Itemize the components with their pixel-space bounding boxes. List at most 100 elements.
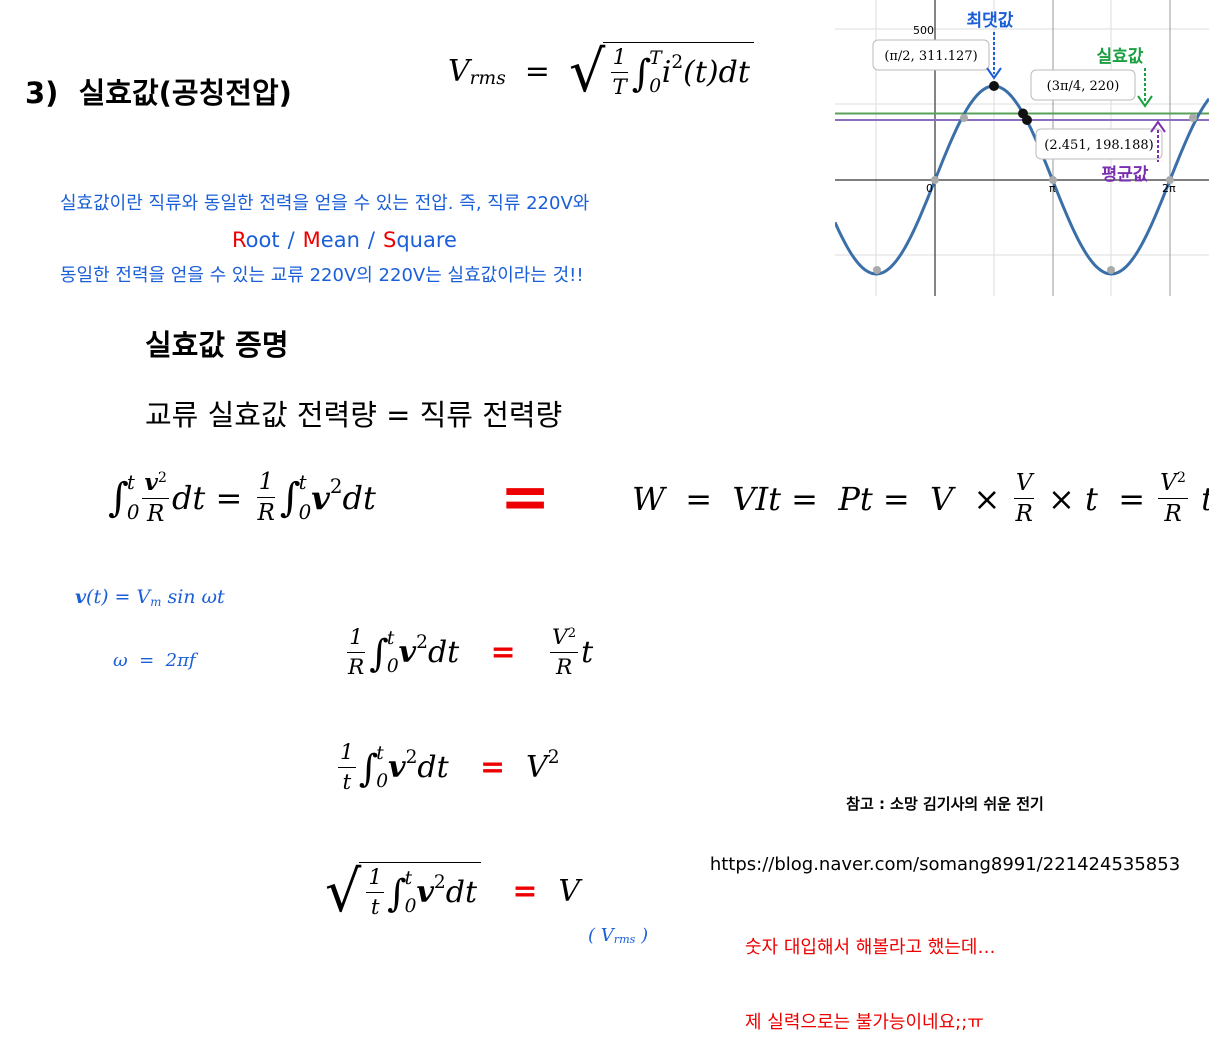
math-text: R: [257, 500, 275, 527]
math-text: 1: [349, 625, 363, 651]
superscript: 2: [671, 52, 684, 74]
math-text: × t =: [1037, 479, 1156, 518]
denominator: t: [369, 893, 382, 920]
math-text: t: [581, 635, 594, 671]
note-line: 숫자 대입해서 해볼라고 했는데…: [745, 937, 996, 958]
integral: ∫ t 0: [359, 740, 388, 796]
description-line: 실효값이란 직류와 동일한 전력을 얻을 수 있는 전압. 즉, 직류 220V…: [60, 193, 590, 214]
math-text: V: [526, 750, 548, 786]
math-text: T: [612, 75, 627, 101]
lower-limit: 0: [376, 770, 389, 792]
lower-limit: 0: [404, 895, 417, 917]
note-line: 제 실력으로는 불가능이네요;;ㅠ: [745, 1012, 984, 1033]
math-text: (t)dt: [683, 55, 750, 91]
superscript: 2: [433, 872, 446, 894]
upper-limit: T: [649, 48, 662, 69]
lower-limit: 0: [126, 500, 140, 524]
initial: S: [382, 228, 397, 252]
math-text: sin ωt: [161, 586, 225, 608]
math-text: dt: [445, 875, 478, 911]
max-label: 최댓값: [967, 11, 1014, 31]
denominator: R: [554, 653, 574, 680]
numerator: V2: [550, 625, 579, 654]
numerator: v2: [142, 468, 169, 499]
radical: √: [569, 38, 606, 105]
x-tick-label: 2π: [1162, 182, 1176, 195]
bold-symbol: v: [144, 468, 158, 496]
rms-point: (3π/4, 220): [1047, 79, 1120, 94]
rms-label: 실효값: [1097, 47, 1144, 67]
numerator: 1: [610, 45, 629, 74]
superscript: 2: [405, 747, 418, 769]
word-rest: ean: [320, 228, 360, 252]
bold-symbol: v: [311, 478, 330, 517]
superscript: 2: [157, 469, 167, 486]
bold-symbol: v: [75, 586, 87, 608]
math-text: 1: [612, 45, 627, 71]
superscript: 2: [567, 626, 577, 642]
proof-heading: 실효값 증명: [145, 328, 289, 362]
math-text: W = VIt = Pt = V ×: [632, 479, 1011, 518]
fraction: V2 R: [1158, 470, 1188, 527]
separator: /: [287, 228, 295, 252]
math-text: V: [558, 873, 581, 909]
bold-symbol: v: [398, 635, 417, 671]
superscript: 2: [547, 747, 560, 769]
math-text: V: [552, 625, 568, 651]
math-text: t: [370, 895, 380, 921]
math-text: V: [448, 53, 470, 89]
denominator: R: [255, 498, 276, 526]
numerator: 1: [338, 740, 356, 769]
word-rest: quare: [396, 228, 457, 252]
math-text: R: [555, 655, 573, 681]
upper-limit: t: [298, 471, 307, 494]
integral-sign: ∫: [631, 50, 652, 95]
numerator: 1: [366, 865, 385, 894]
description: 실효값이란 직류와 동일한 전력을 얻을 수 있는 전압. 즉, 직류 220V…: [60, 144, 589, 312]
denominator: R: [145, 499, 166, 527]
bold-symbol: v: [388, 750, 406, 786]
superscript: 2: [329, 475, 343, 499]
math-text: t: [342, 770, 352, 796]
denominator: R: [346, 653, 366, 680]
math-text: V: [600, 925, 614, 946]
upper-limit: t: [126, 471, 135, 494]
subscript: rms: [469, 68, 506, 90]
separator: /: [367, 228, 375, 252]
avg-point: (2.451, 198.188): [1044, 138, 1153, 153]
lower-limit: 0: [298, 500, 312, 524]
math-text: dt: [342, 478, 376, 517]
description-line: 동일한 전력을 얻을 수 있는 교류 220V의 220V는 실효값이라는 것!…: [60, 265, 584, 286]
upper-limit: t: [404, 868, 413, 889]
word-rest: oot: [245, 228, 280, 252]
math-text: dt =: [171, 478, 253, 517]
square-root: √ 1 T ∫ T 0 i 2 (t)dt: [569, 42, 754, 101]
superscript: 2: [1176, 470, 1186, 487]
y-tick-label: 500: [913, 24, 934, 37]
lower-limit: 0: [649, 75, 662, 97]
math-text: R: [1164, 501, 1182, 527]
lower-limit: 0: [386, 655, 399, 677]
denominator: R: [1162, 499, 1183, 527]
numerator: 1: [256, 469, 276, 499]
equation: ω = 2πf: [113, 650, 196, 671]
reference-title: 참고 : 소망 김기사의 쉬운 전기: [846, 795, 1044, 813]
integral-sign: ∫: [369, 630, 389, 675]
fraction: V2 R: [550, 625, 579, 680]
math-text: ): [635, 925, 649, 946]
big-equal: =: [500, 462, 551, 532]
math-text: =: [505, 53, 570, 89]
numerator: V: [1013, 470, 1035, 499]
proof-statement: 교류 실효값 전력량 = 직류 전력량: [145, 398, 563, 432]
integral: ∫ t 0: [108, 468, 139, 528]
numerator: 1: [347, 625, 365, 654]
